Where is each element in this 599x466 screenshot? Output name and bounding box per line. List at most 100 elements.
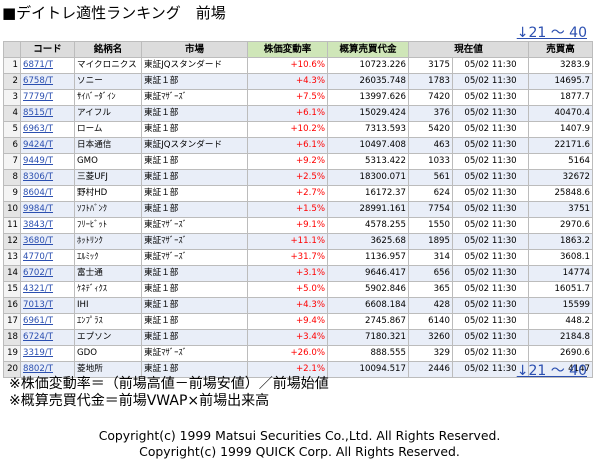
next-page-link-bottom[interactable]: ↓21 ～ 40: [516, 363, 587, 379]
stock-code-link[interactable]: 8515/T: [23, 108, 54, 118]
stock-code-link[interactable]: 4321/T: [23, 284, 54, 294]
current-price: 656: [408, 265, 453, 282]
change-rate: +2.5%: [247, 169, 328, 186]
stock-code-link[interactable]: 7013/T: [23, 300, 54, 310]
price-time: 05/02 11:30: [451, 249, 530, 266]
stock-name: GDO: [74, 345, 142, 362]
next-page-link[interactable]: ↓21 ～ 40: [516, 25, 587, 41]
volume: 16051.7: [528, 281, 594, 298]
stock-code-link[interactable]: 8306/T: [23, 172, 54, 182]
stock-code-link[interactable]: 6963/T: [23, 124, 54, 134]
code-cell: 8515/T: [20, 105, 75, 122]
turnover: 9646.417: [327, 265, 409, 282]
row-number: 7: [3, 153, 21, 170]
col-header-market: 市場: [141, 41, 248, 58]
code-cell: 6961/T: [20, 313, 75, 330]
row-number: 9: [3, 185, 21, 202]
notes: ※株価変動率＝（前場高値－前場安値）／前場始値 ※概算売買代金＝前場VWAP×前…: [9, 376, 329, 410]
market-name: 東証１部: [141, 361, 248, 378]
price-time: 05/02 11:30: [451, 153, 530, 170]
stock-code-link[interactable]: 8604/T: [23, 188, 54, 198]
current-price: 1033: [408, 153, 453, 170]
turnover: 10497.408: [327, 137, 409, 154]
stock-code-link[interactable]: 7779/T: [23, 92, 54, 102]
market-name: 東証JQスタンダード: [141, 137, 248, 154]
table-row: 20 8802/T 菱地所 東証１部 +2.1% 10094.517 2446 05/02 1…: [3, 361, 594, 378]
change-rate: +9.1%: [247, 217, 328, 234]
col-header-turnover: 概算売買代金: [327, 41, 409, 58]
row-number: 1: [3, 57, 21, 74]
stock-code-link[interactable]: 6758/T: [23, 76, 54, 86]
table-row: 15 4321/T ｹﾈﾃﾞｨｸｽ 東証１部 +5.0% 5902.846 365 05/02…: [3, 281, 594, 298]
row-number: 5: [3, 121, 21, 138]
table-row: 3 7779/T ｻｲﾊﾞｰﾀﾞｲﾝ 東証ﾏｻﾞｰｽﾞ +7.5% 13997.626 74…: [3, 89, 594, 106]
change-rate: +6.1%: [247, 105, 328, 122]
change-rate: +4.3%: [247, 73, 328, 90]
code-cell: 6758/T: [20, 73, 75, 90]
market-name: 東証１部: [141, 297, 248, 314]
current-price: 2446: [408, 361, 453, 378]
table-row: 2 6758/T ソニー 東証１部 +4.3% 26035.748 1783 05/02 11…: [3, 73, 594, 90]
market-name: 東証１部: [141, 313, 248, 330]
current-price: 376: [408, 105, 453, 122]
current-price: 314: [408, 249, 453, 266]
stock-code-link[interactable]: 3680/T: [23, 236, 54, 246]
stock-name: ｴﾙﾐｯｸ: [74, 249, 142, 266]
page-title: ■デイトレ適性ランキング 前場: [2, 4, 226, 22]
change-rate: +11.1%: [247, 233, 328, 250]
stock-code-link[interactable]: 9424/T: [23, 140, 54, 150]
table-body: 1 6871/T マイクロニクス 東証JQスタンダード +10.6% 10723.226 3…: [3, 57, 594, 378]
price-time: 05/02 11:30: [451, 185, 530, 202]
volume: 2970.6: [528, 217, 594, 234]
table-row: 1 6871/T マイクロニクス 東証JQスタンダード +10.6% 10723.226 3…: [3, 57, 594, 74]
volume: 3608.1: [528, 249, 594, 266]
current-price: 428: [408, 297, 453, 314]
market-name: 東証１部: [141, 185, 248, 202]
volume: 32672: [528, 169, 594, 186]
code-cell: 9449/T: [20, 153, 75, 170]
market-name: 東証１部: [141, 153, 248, 170]
current-price: 463: [408, 137, 453, 154]
turnover: 13997.626: [327, 89, 409, 106]
price-time: 05/02 11:30: [451, 137, 530, 154]
stock-code-link[interactable]: 6724/T: [23, 332, 54, 342]
volume: 3751: [528, 201, 594, 218]
table-row: 11 3843/T ﾌﾘｰﾋﾞｯﾄ 東証ﾏｻﾞｰｽﾞ +9.1% 4578.255 1550…: [3, 217, 594, 234]
change-rate: +9.2%: [247, 153, 328, 170]
stock-name: ﾌﾘｰﾋﾞｯﾄ: [74, 217, 142, 234]
price-time: 05/02 11:30: [451, 313, 530, 330]
volume: 22171.6: [528, 137, 594, 154]
stock-code-link[interactable]: 6961/T: [23, 316, 54, 326]
price-time: 05/02 11:30: [451, 105, 530, 122]
turnover: 7180.321: [327, 329, 409, 346]
market-name: 東証ﾏｻﾞｰｽﾞ: [141, 217, 248, 234]
row-number: 19: [3, 345, 21, 362]
row-number: 8: [3, 169, 21, 186]
code-cell: 9984/T: [20, 201, 75, 218]
stock-code-link[interactable]: 4770/T: [23, 252, 54, 262]
table-row: 7 9449/T GMO 東証１部 +9.2% 5313.422 1033 05/02 11:…: [3, 153, 594, 170]
change-rate: +7.5%: [247, 89, 328, 106]
stock-code-link[interactable]: 6871/T: [23, 60, 54, 70]
stock-code-link[interactable]: 6702/T: [23, 268, 54, 278]
stock-code-link[interactable]: 9449/T: [23, 156, 54, 166]
table-row: 12 3680/T ﾎｯﾄﾘﾝｸ 東証ﾏｻﾞｰｽﾞ +11.1% 3625.68 1895 0…: [3, 233, 594, 250]
market-name: 東証１部: [141, 121, 248, 138]
turnover: 4578.255: [327, 217, 409, 234]
row-number: 3: [3, 89, 21, 106]
code-cell: 6963/T: [20, 121, 75, 138]
col-header-name: 銘柄名: [74, 41, 142, 58]
current-price: 624: [408, 185, 453, 202]
copyright-matsui: Copyright(c) 1999 Matsui Securities Co.,…: [98, 428, 501, 443]
row-number: 20: [3, 361, 21, 378]
stock-code-link[interactable]: 9984/T: [23, 204, 54, 214]
stock-code-link[interactable]: 3843/T: [23, 220, 54, 230]
turnover: 7313.593: [327, 121, 409, 138]
table-row: 5 6963/T ローム 東証１部 +10.2% 7313.593 5420 05/02 11…: [3, 121, 594, 138]
market-name: 東証１部: [141, 201, 248, 218]
price-time: 05/02 11:30: [451, 297, 530, 314]
change-rate: +10.2%: [247, 121, 328, 138]
stock-code-link[interactable]: 3319/T: [23, 348, 54, 358]
row-number: 16: [3, 297, 21, 314]
stock-code-link[interactable]: 8802/T: [23, 364, 54, 374]
